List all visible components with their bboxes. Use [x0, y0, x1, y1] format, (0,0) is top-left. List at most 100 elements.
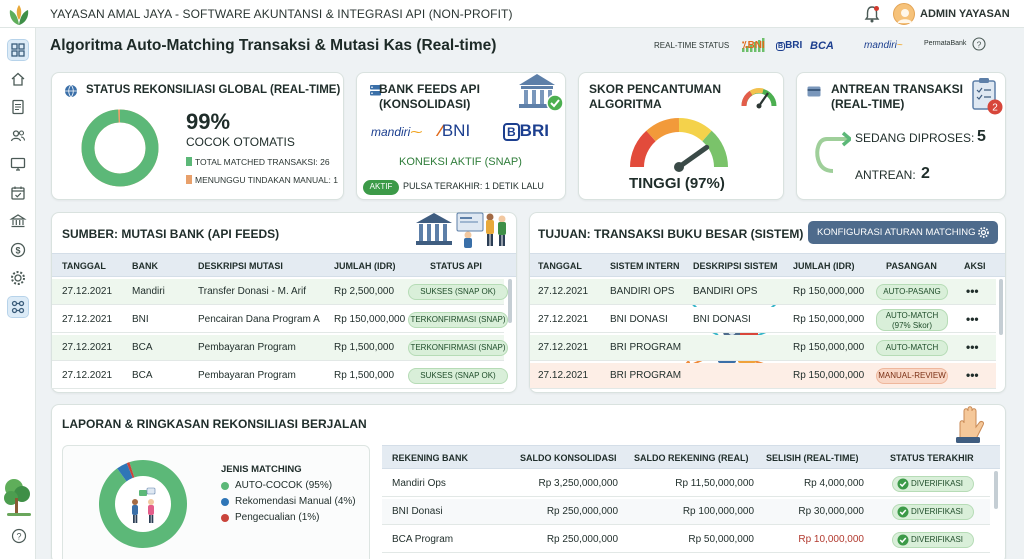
sidebar-item-monitor[interactable] [8, 154, 28, 174]
col-header[interactable]: REKENING BANK [392, 453, 469, 463]
header-bank-bri: B BRI [776, 40, 803, 51]
target-scrollbar[interactable] [999, 279, 1003, 335]
table-row[interactable]: 27.12.2021 BNI Pencairan Dana Program A Rp … [52, 307, 508, 333]
row-date: 27.12.2021 [62, 370, 113, 381]
gauge-icon [741, 88, 777, 109]
table-row[interactable]: Mandiri Ops Rp 3,250,000,000 Rp 11,50,000,… [382, 471, 990, 497]
card-icon [807, 86, 821, 97]
col-header[interactable]: DESKRIPSI MUTASI [198, 261, 283, 271]
row-date: 27.12.2021 [62, 286, 113, 297]
row-pair-badge: AUTO-MATCH (97% Skor) [876, 309, 948, 331]
gear-icon [978, 227, 989, 238]
report-card: LAPORAN & RINGKASAN REKONSILIASI BERJALA… [51, 404, 1006, 559]
col-header[interactable]: SISTEM INTERN [610, 261, 680, 271]
sidebar-item-dashboard[interactable] [7, 39, 29, 61]
clipboard-icon: 2 [972, 78, 1003, 115]
col-header[interactable]: STATUS TERAKHIR [890, 453, 974, 463]
score-title: SKOR PENCANTUMAN ALGORITMA [589, 82, 721, 111]
table-row[interactable]: 27.12.2021 BCA Pembayaran Program Rp 1,500,… [52, 335, 508, 361]
row-pair-badge: AUTO-PASANG [876, 284, 948, 300]
table-row[interactable]: 27.12.2021 Mandiri Transfer Donasi - M. Ar… [52, 279, 508, 305]
col-header[interactable]: STATUS API [430, 261, 482, 271]
col-header[interactable]: AKSI [964, 261, 986, 271]
document-icon [12, 99, 24, 115]
signal-bars-icon [742, 38, 765, 52]
source-scrollbar[interactable] [508, 279, 512, 323]
source-table-card: SUMBER: MUTASI BANK (API FEEDS) TANGGAL … [51, 212, 517, 393]
row-actions-button[interactable]: ••• [966, 340, 979, 354]
col-header[interactable]: PASANGAN [886, 261, 937, 271]
connection-status: KONEKSI AKTIF (SNAP) [399, 156, 522, 168]
source-table-header: TANGGAL BANK DESKRIPSI MUTASI JUMLAH (ID… [52, 253, 516, 277]
table-row[interactable]: 27.12.2021 BRI PROGRAM Rp 150,000,000 MANUA… [530, 363, 996, 389]
score-value: TINGGI (97%) [629, 175, 725, 192]
report-scrollbar[interactable] [994, 471, 998, 509]
row-account: BNI Donasi [392, 506, 443, 517]
row-system: BANDIRI OPS [610, 286, 675, 297]
col-header[interactable]: DESKRIPSI SISTEM [693, 261, 778, 271]
col-header[interactable]: SELISIH (REAL-TIME) [766, 453, 859, 463]
row-description: BANDIRI OPS [693, 286, 758, 297]
table-row[interactable]: 27.12.2021 BCA Pembayaran Program Rp 1,500,… [52, 363, 508, 389]
score-gauge-chart [630, 118, 728, 172]
row-system: BNI DONASI [610, 314, 668, 325]
row-status-badge: SUKSES (SNAP OK) [408, 284, 508, 300]
sidebar-item-calendar[interactable] [8, 183, 28, 203]
app-title: YAYASAN AMAL JAYA - SOFTWARE AKUNTANSI &… [50, 7, 513, 21]
target-table-card: TUJUAN: TRANSAKSI BUKU BESAR (SISTEM) KO… [529, 212, 1006, 393]
sidebar-item-users[interactable] [8, 126, 28, 146]
bank-feeds-title: BANK FEEDS API (KONSOLIDASI) [379, 82, 480, 111]
config-matching-button[interactable]: KONFIGURASI ATURAN MATCHING [808, 221, 998, 244]
match-caption: COCOK OTOMATIS [186, 135, 295, 149]
col-header[interactable]: SALDO KONSOLIDASI [520, 453, 617, 463]
row-account: BCA Program [392, 534, 454, 545]
check-circle-icon [897, 478, 909, 490]
feed-bank-bni: ⁄BNI [439, 121, 471, 140]
server-icon [370, 85, 381, 96]
row-description: Pembayaran Program [198, 370, 296, 381]
trees-illustration-icon [4, 479, 31, 516]
col-header[interactable]: BANK [132, 261, 158, 271]
row-system: BRI PROGRAM [610, 370, 682, 381]
col-header[interactable]: TANGGAL [62, 261, 106, 271]
row-actions-button[interactable]: ••• [966, 312, 979, 326]
col-header[interactable]: JUMLAH (IDR) [334, 261, 396, 271]
help-icon[interactable]: ? [972, 37, 986, 51]
help-icon[interactable]: ? [11, 528, 27, 544]
legend-swatch [221, 482, 229, 490]
sidebar-item-bank[interactable] [8, 211, 28, 231]
table-row[interactable]: 27.12.2021 BRI PROGRAM Rp 150,000,000 AUTO-… [530, 335, 996, 361]
row-actions-button[interactable]: ••• [966, 284, 979, 298]
pending-total: MENUNGGU TINDAKAN MANUAL: 1 [195, 175, 338, 185]
legend-item: Pengecualian (1%) [235, 512, 320, 523]
processing-label: SEDANG DIPROSES: [855, 131, 975, 145]
sidebar-item-matching[interactable] [7, 296, 29, 318]
row-actions-button[interactable]: ••• [966, 368, 979, 382]
sidebar-item-documents[interactable] [8, 97, 28, 117]
bank-building-check-icon [519, 74, 564, 112]
bell-icon[interactable] [864, 5, 880, 23]
row-description: Transfer Donasi - M. Arif [198, 286, 306, 297]
target-title: TUJUAN: TRANSAKSI BUKU BESAR (SISTEM) [538, 227, 804, 241]
row-real-balance: Rp 11,50,000,000 [675, 478, 754, 489]
avatar[interactable] [893, 3, 915, 25]
header-bank-bca: BCA [810, 40, 834, 52]
col-header[interactable]: TANGGAL [538, 261, 582, 271]
col-header[interactable]: JUMLAH (IDR) [793, 261, 855, 271]
sidebar-item-home[interactable] [8, 69, 28, 89]
active-badge: AKTIF [363, 180, 399, 195]
table-row[interactable]: 27.12.2021 BANDIRI OPS BANDIRI OPS Rp 150,0… [530, 279, 996, 305]
sidebar-item-settings[interactable] [8, 268, 28, 288]
leaf-logo-icon [9, 5, 29, 25]
sidebar-item-finance[interactable]: $ [8, 240, 28, 260]
table-row[interactable]: 27.12.2021 BNI DONASI BNI DONASI Rp 150,000… [530, 307, 996, 333]
row-difference: Rp 10,000,000 [798, 534, 864, 545]
col-header[interactable]: SALDO REKENING (REAL) [634, 453, 749, 463]
table-row[interactable]: BNI Donasi Rp 250,000,000 Rp 100,000,000 Rp… [382, 499, 990, 525]
row-description: Pembayaran Program [198, 342, 296, 353]
queue-count: 2 [921, 165, 930, 182]
row-amount: Rp 2,500,000 [334, 286, 395, 297]
table-row[interactable]: BCA Program Rp 250,000,000 Rp 50,000,000 Rp… [382, 527, 990, 553]
report-table-header: REKENING BANK SALDO KONSOLIDASI SALDO RE… [382, 445, 1000, 469]
user-name[interactable]: ADMIN YAYASAN [920, 8, 1010, 20]
